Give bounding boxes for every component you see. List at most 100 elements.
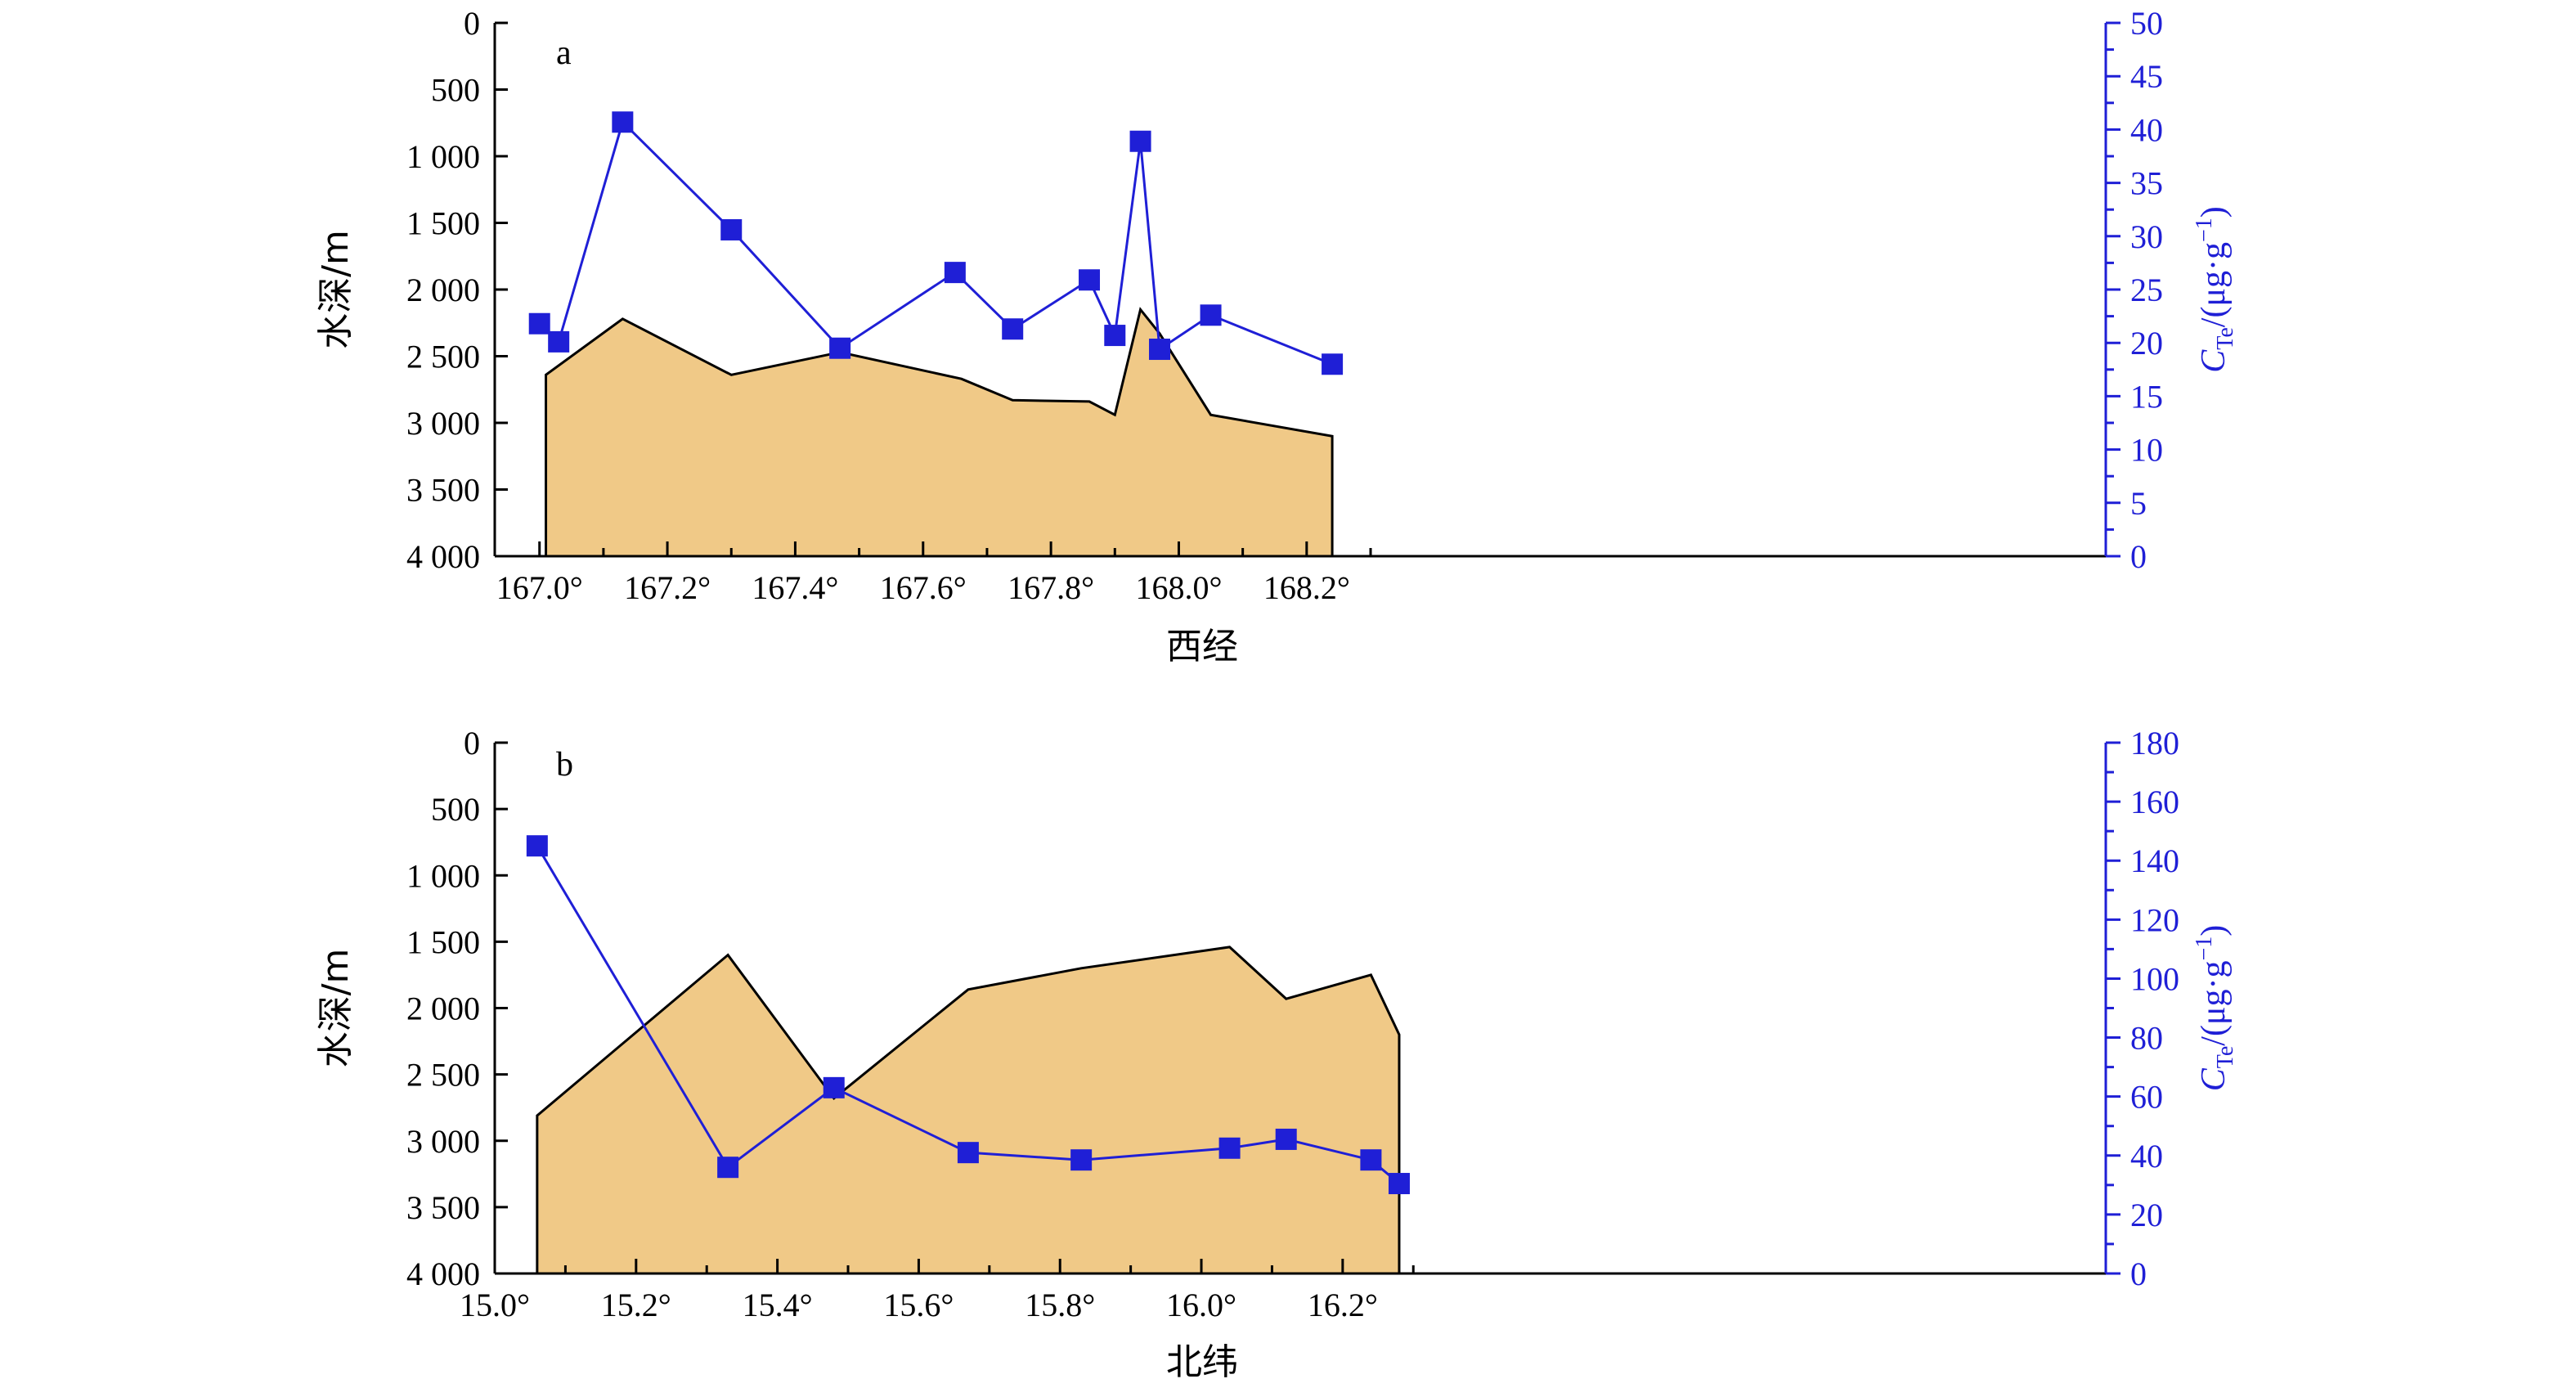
left-axis-title: 水深/m (315, 230, 357, 349)
right-tick-label: 60 (2130, 1079, 2163, 1116)
te-data-point (1149, 339, 1171, 361)
chart-panel-a: 0 500 1 000 1 500 2 000 2 500 3 000 3 500 4 000 0… (315, 5, 2238, 667)
seafloor-area (536, 946, 1399, 1273)
left-tick-label: 1 000 (406, 857, 480, 894)
te-data-point (720, 218, 743, 240)
te-data-point (829, 337, 851, 359)
left-tick-label: 4 000 (406, 538, 480, 575)
te-data-point (1218, 1137, 1241, 1159)
te-data-point (823, 1076, 845, 1098)
right-tick-label: 5 (2130, 485, 2147, 522)
x-tick-label: 15.0° (460, 1287, 530, 1323)
right-tick-label: 180 (2130, 725, 2179, 761)
te-data-point (526, 835, 548, 857)
te-data-point (1104, 325, 1126, 347)
te-data-point (1079, 269, 1101, 291)
right-tick-label: 40 (2130, 1138, 2163, 1175)
seafloor-outline (545, 307, 1334, 556)
te-data-point (612, 111, 634, 133)
seafloor-outline (536, 946, 1401, 1273)
te-series-line (538, 119, 1333, 366)
x-axis-title: 西经 (1166, 626, 1238, 667)
x-tick-label: 167.8° (1008, 569, 1094, 606)
right-tick-label: 15 (2130, 378, 2163, 415)
right-title-exp: −1 (2192, 218, 2217, 242)
right-tick-label: 0 (2130, 1255, 2147, 1292)
right-tick-label: 160 (2130, 784, 2179, 820)
left-tick-label: 3 500 (406, 1189, 480, 1226)
right-title-exp: −1 (2192, 937, 2217, 961)
left-tick-label: 1 500 (406, 923, 480, 960)
right-tick-label: 140 (2130, 842, 2179, 879)
te-data-point (717, 1157, 739, 1179)
left-tick-label: 2 000 (406, 990, 480, 1027)
right-tick-label: 50 (2130, 5, 2163, 42)
left-tick-label: 0 (464, 5, 480, 42)
x-tick-label: 15.6° (883, 1287, 954, 1323)
te-data-point (1070, 1149, 1093, 1171)
te-data-point (1275, 1128, 1297, 1150)
right-tick-label: 80 (2130, 1020, 2163, 1057)
x-tick-label: 16.0° (1166, 1287, 1236, 1323)
left-tick-label: 1 000 (406, 138, 480, 175)
te-data-point (1388, 1173, 1410, 1195)
right-tick-label: 30 (2130, 218, 2163, 255)
x-tick-label: 168.0° (1135, 569, 1222, 606)
te-data-point (1129, 130, 1151, 152)
left-tick-label: 1 500 (406, 205, 480, 242)
te-data-point (528, 312, 550, 335)
right-tick-label: 20 (2130, 325, 2163, 362)
right-tick-label: 10 (2130, 432, 2163, 469)
te-data-point (1002, 318, 1024, 340)
right-title-main: C (2195, 349, 2233, 373)
te-data-point (1360, 1149, 1382, 1171)
x-tick-label: 167.6° (880, 569, 967, 606)
x-tick-label: 16.2° (1308, 1287, 1378, 1323)
right-tick-label: 35 (2130, 165, 2163, 202)
x-tick-label: 167.4° (752, 569, 838, 606)
right-title-sub: Te (2213, 327, 2238, 350)
left-axis-title: 水深/m (315, 949, 357, 1068)
left-tick-label: 2 500 (406, 1057, 480, 1094)
right-tick-label: 45 (2130, 58, 2163, 95)
right-title-close: ) (2195, 925, 2233, 937)
x-axis-title: 北纬 (1166, 1341, 1238, 1383)
chart-panel-b: 0 500 1 000 1 500 2 000 2 500 3 000 3 500 4 000 0… (315, 725, 2238, 1383)
left-tick-label: 0 (464, 725, 480, 761)
left-tick-label: 3 500 (406, 472, 480, 509)
x-tick-label: 167.0° (496, 569, 583, 606)
left-tick-label: 500 (431, 72, 480, 109)
te-data-point (957, 1142, 979, 1164)
left-tick-label: 3 000 (406, 405, 480, 442)
left-tick-label: 4 000 (406, 1255, 480, 1292)
seafloor-area (545, 309, 1333, 556)
right-axis-title: CTe/(μg·g−1) (2192, 206, 2238, 373)
right-title-close: ) (2195, 206, 2233, 218)
te-data-point (1200, 304, 1222, 326)
left-tick-label: 3 000 (406, 1123, 480, 1160)
x-tick-label: 167.2° (624, 569, 711, 606)
right-title-main: C (2195, 1067, 2233, 1091)
panel-label: b (556, 746, 573, 784)
right-title-sub: Te (2213, 1046, 2238, 1069)
te-data-point (944, 262, 966, 284)
left-tick-label: 2 500 (406, 339, 480, 375)
x-tick-label: 15.2° (601, 1287, 671, 1323)
x-tick-label: 15.4° (743, 1287, 813, 1323)
left-tick-label: 500 (431, 791, 480, 828)
right-title-unit: /(μg·g (2195, 242, 2233, 327)
right-title-unit: /(μg·g (2195, 961, 2233, 1046)
te-data-point (1322, 353, 1344, 375)
panel-label: a (556, 34, 572, 72)
right-tick-label: 120 (2130, 901, 2179, 938)
right-tick-label: 20 (2130, 1197, 2163, 1233)
right-tick-label: 40 (2130, 111, 2163, 148)
right-tick-label: 0 (2130, 538, 2147, 575)
left-tick-label: 2 000 (406, 272, 480, 308)
te-data-point (548, 330, 570, 353)
right-axis-title: CTe/(μg·g−1) (2192, 925, 2238, 1092)
right-tick-label: 100 (2130, 960, 2179, 997)
x-tick-label: 168.2° (1263, 569, 1350, 606)
x-tick-label: 15.8° (1025, 1287, 1095, 1323)
